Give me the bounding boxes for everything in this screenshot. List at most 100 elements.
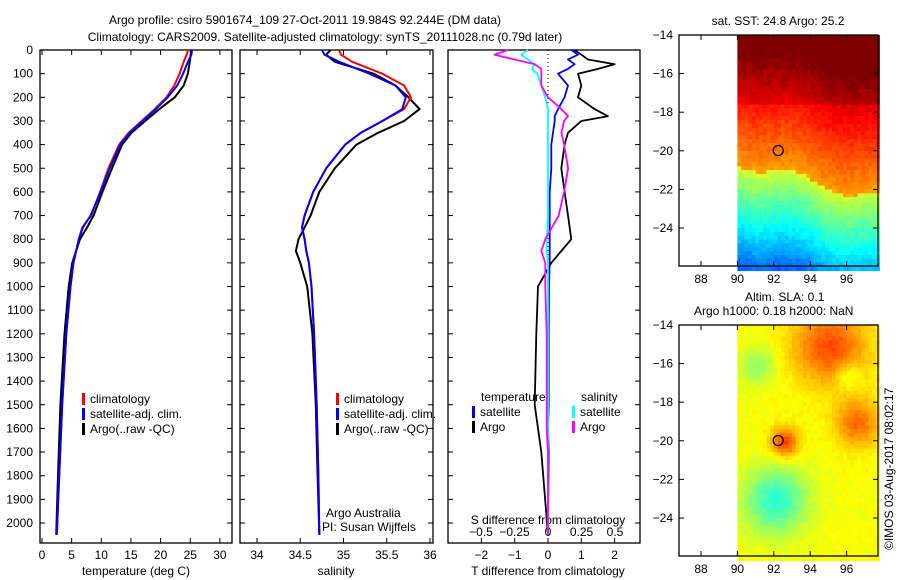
map-cell <box>824 452 829 457</box>
map-cell <box>762 386 768 392</box>
map-cell <box>777 491 782 496</box>
map-cell <box>872 116 877 121</box>
map-cell <box>872 413 877 419</box>
map-cell <box>781 239 786 245</box>
map-cell <box>813 479 818 484</box>
map-cell <box>810 467 815 473</box>
map-cell <box>792 460 797 465</box>
map-cell <box>813 46 818 52</box>
map-cell <box>850 440 855 446</box>
map-cell <box>799 336 804 342</box>
map-cell <box>846 92 851 98</box>
map-cell <box>788 498 793 504</box>
map-cell <box>810 521 815 527</box>
map-cell <box>817 81 822 86</box>
map-cell <box>752 181 757 187</box>
map-cell <box>864 131 869 136</box>
map-cell <box>784 131 789 136</box>
map-cell <box>770 193 775 198</box>
map-cell <box>857 417 862 423</box>
map-cell <box>853 464 859 469</box>
map-cell <box>846 352 851 357</box>
map-cell <box>777 243 782 248</box>
map-cell <box>810 243 815 248</box>
map-cell <box>799 436 804 442</box>
map-cell <box>868 332 873 338</box>
map-cell <box>795 371 800 376</box>
map-cell <box>850 325 855 330</box>
map-cell <box>868 258 873 264</box>
map-cell <box>806 421 811 426</box>
map-cell <box>795 375 800 380</box>
map-cell <box>784 92 789 98</box>
map-cell <box>806 220 811 225</box>
map-cell <box>766 398 771 403</box>
map-cell <box>821 413 826 419</box>
map-cell <box>843 177 848 183</box>
map-cell <box>810 348 815 353</box>
map-cell <box>857 398 862 403</box>
map-cell <box>817 220 822 225</box>
map-cell <box>832 247 837 252</box>
map-cell <box>737 429 742 434</box>
map-4-cells <box>737 325 880 562</box>
map-cell <box>773 494 778 500</box>
map-cell <box>861 189 866 194</box>
map-cell <box>788 348 793 353</box>
map-cell <box>766 46 771 52</box>
map-cell <box>813 85 818 90</box>
map-cell <box>857 38 862 44</box>
map-cell <box>759 116 764 121</box>
map-xtick-label: 90 <box>731 272 745 286</box>
map-cell <box>770 177 775 183</box>
map-cell <box>755 139 760 144</box>
map-cell <box>839 510 844 515</box>
map-cell <box>781 471 786 477</box>
map-cell <box>843 491 848 496</box>
map-cell <box>792 402 797 407</box>
t-diff-legend-swatch <box>472 421 475 433</box>
map-cell <box>853 471 859 477</box>
map-cell <box>752 247 757 252</box>
map-cell <box>781 556 786 562</box>
map-cell <box>824 162 829 167</box>
map-cell <box>853 143 859 148</box>
map-cell <box>853 452 859 457</box>
map-cell <box>741 491 746 496</box>
map-cell <box>792 54 797 59</box>
map-cell <box>817 204 822 210</box>
map-cell <box>813 81 818 86</box>
map-cell <box>846 506 851 511</box>
map-cell <box>864 336 869 342</box>
map-cell <box>835 239 840 245</box>
map-cell <box>792 328 797 334</box>
map-cell <box>802 174 808 179</box>
map-cell <box>792 379 797 384</box>
map-cell <box>737 371 742 376</box>
map-cell <box>824 483 829 488</box>
map-cell <box>759 251 764 256</box>
map-cell <box>843 471 848 477</box>
map-cell <box>839 483 844 488</box>
map-cell <box>773 146 778 152</box>
map-cell <box>770 189 775 194</box>
map-cell <box>824 460 829 465</box>
map-cell <box>843 436 848 442</box>
map-cell <box>824 352 829 357</box>
map-cell <box>806 135 811 140</box>
map-cell <box>777 371 782 376</box>
map-cell <box>835 158 840 163</box>
map-cell <box>759 143 764 148</box>
map-cell <box>773 467 778 473</box>
map-cell <box>737 77 742 82</box>
map-cell <box>799 355 804 361</box>
map-cell <box>817 46 822 52</box>
map-cell <box>821 340 826 345</box>
map-cell <box>813 174 818 179</box>
map-cell <box>781 197 786 202</box>
map-cell <box>737 332 742 338</box>
map-cell <box>868 375 873 380</box>
map-cell <box>762 471 768 477</box>
map-cell <box>821 533 826 538</box>
map-cell <box>828 355 833 361</box>
